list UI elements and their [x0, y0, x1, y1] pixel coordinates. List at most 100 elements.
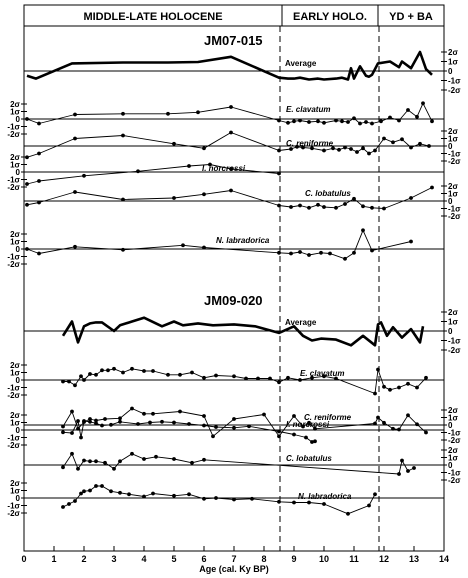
point-n-labradorica-2-20 [292, 500, 296, 505]
series-line-e-clavatum-1 [26, 102, 433, 124]
point-i-norcrossi-2-0 [61, 430, 65, 435]
sigma-label-average-1-3: -1σ [448, 77, 461, 86]
series-line-average-1 [26, 50, 433, 81]
point-e-clavatum-2-5 [88, 372, 92, 376]
label-e-clavatum-2: E. clavatum [300, 369, 344, 378]
sigma-label-n-labradorica-1-2: 0 [16, 245, 21, 254]
sigma-label-c-lobatulus-2-2: 0 [448, 461, 453, 470]
point-e-clavatum-2-13 [151, 369, 155, 373]
sigma-label-c-lobatulus-1-3: -1σ [448, 205, 461, 214]
point-c-lobatulus-1-5 [202, 192, 206, 197]
point-e-clavatum-2-33 [397, 385, 401, 390]
point-c-lobatulus-2-8 [118, 459, 122, 464]
sigma-label-c-reniforme-2-3: -1σ [448, 429, 461, 438]
point-n-labradorica-2-8 [109, 489, 113, 494]
point-c-lobatulus-1-7 [277, 203, 281, 208]
point-n-labradorica-2-22 [322, 502, 326, 506]
sigma-label-i-norcrossi-2-3: -1σ [7, 434, 20, 443]
point-c-lobatulus-2-17 [406, 469, 410, 473]
sigma-label-c-reniforme-1-1: 1σ [448, 135, 458, 144]
point-n-labradorica-2-7 [100, 484, 104, 488]
point-i-norcrossi-1-4 [187, 164, 191, 168]
sigma-label-n-labradorica-1-1: 1σ [10, 238, 20, 247]
x-tick-label-6: 6 [201, 554, 206, 564]
point-e-clavatum-2-16 [190, 370, 194, 375]
point-c-lobatulus-2-3 [82, 458, 86, 463]
point-i-norcrossi-2-12 [160, 419, 164, 424]
point-e-clavatum-2-18 [214, 373, 218, 378]
sigma-label-i-norcrossi-1-3: -1σ [7, 176, 20, 185]
point-e-clavatum-2-0 [61, 379, 65, 384]
x-tick-label-13: 13 [409, 554, 419, 564]
point-i-norcrossi-2-11 [148, 420, 152, 425]
point-c-lobatulus-1-8 [289, 205, 293, 209]
point-i-norcrossi-2-22 [310, 440, 314, 444]
point-n-labradorica-2-21 [307, 500, 311, 505]
point-c-reniforme-2-5 [94, 418, 98, 423]
point-c-reniforme-2-21 [373, 421, 377, 426]
period-middle-late-holocene: MIDDLE-LATE HOLOCENE [83, 11, 222, 23]
point-n-labradorica-2-2 [73, 499, 77, 503]
x-tick-label-14: 14 [439, 554, 449, 564]
point-c-reniforme-2-26 [406, 413, 410, 418]
point-e-clavatum-1-25 [415, 114, 419, 119]
point-c-reniforme-2-23 [382, 420, 386, 425]
point-c-lobatulus-1-14 [343, 202, 347, 206]
sigma-label-i-norcrossi-2-2: 0 [16, 426, 21, 435]
label-c-reniforme-2: C. reniforme [304, 413, 352, 422]
sigma-label-n-labradorica-1-3: -1σ [7, 253, 20, 262]
point-c-reniforme-1-20 [373, 148, 377, 153]
series-line-i-norcrossi-1 [26, 164, 280, 185]
point-n-labradorica-2-4 [82, 489, 86, 494]
point-e-clavatum-2-3 [79, 374, 83, 379]
sigma-label-average-2-4: -2σ [448, 346, 461, 355]
sigma-label-c-lobatulus-2-3: -1σ [448, 469, 461, 478]
x-tick-label-3: 3 [111, 554, 116, 564]
label-e-clavatum-1: E. clavatum [286, 105, 330, 114]
point-n-labradorica-2-6 [94, 484, 98, 488]
x-tick-label-7: 7 [231, 554, 236, 564]
point-n-labradorica-2-9 [118, 490, 122, 495]
point-e-clavatum-1-3 [121, 111, 125, 116]
label-c-lobatulus-1: C. lobatulus [305, 189, 351, 198]
point-n-labradorica-2-11 [142, 494, 146, 499]
point-e-clavatum-1-6 [229, 105, 233, 109]
point-c-reniforme-1-17 [355, 150, 359, 154]
point-e-clavatum-1-27 [430, 119, 434, 124]
label-average-2: Average [285, 318, 317, 327]
point-c-lobatulus-1-20 [430, 185, 434, 190]
point-n-labradorica-2-15 [202, 496, 206, 501]
sigma-label-e-clavatum-1-0: 2σ [10, 100, 20, 109]
point-c-lobatulus-1-12 [322, 205, 326, 209]
point-c-lobatulus-2-13 [190, 460, 194, 465]
point-n-labradorica-2-24 [367, 503, 371, 508]
point-c-reniforme-1-25 [418, 141, 422, 146]
point-e-clavatum-2-9 [112, 366, 116, 371]
series-line-average-2 [61, 316, 425, 347]
point-e-clavatum-1-24 [406, 108, 410, 112]
point-c-reniforme-2-6 [103, 417, 107, 421]
sigma-label-n-labradorica-2-1: 1σ [10, 487, 20, 496]
point-e-clavatum-2-2 [73, 383, 77, 388]
point-e-clavatum-2-8 [106, 368, 110, 373]
point-i-norcrossi-1-7 [277, 171, 281, 176]
point-c-lobatulus-2-12 [172, 457, 176, 461]
x-tick-label-2: 2 [81, 554, 86, 564]
core-title-jm07-015: JM07-015 [204, 33, 263, 48]
point-c-reniforme-2-4 [88, 417, 92, 421]
sigma-label-n-labradorica-2-0: 2σ [10, 479, 20, 488]
point-c-reniforme-2-1 [70, 409, 74, 414]
sigma-label-c-lobatulus-2-4: -2σ [448, 476, 461, 485]
point-n-labradorica-2-18 [250, 496, 254, 501]
point-e-clavatum-1-18 [358, 121, 362, 126]
point-i-norcrossi-2-19 [277, 429, 281, 434]
point-i-norcrossi-2-18 [247, 424, 251, 429]
sigma-label-n-labradorica-1-4: -2σ [7, 260, 20, 269]
point-n-labradorica-1-11 [328, 251, 332, 256]
label-c-reniforme-1: C. reniforme [286, 139, 334, 148]
sigma-label-c-reniforme-1-2: 0 [448, 142, 453, 151]
point-e-clavatum-2-26 [310, 375, 314, 380]
point-e-clavatum-1-17 [352, 116, 356, 121]
sigma-label-c-reniforme-2-4: -2σ [448, 436, 461, 445]
point-e-clavatum-1-15 [340, 119, 344, 124]
